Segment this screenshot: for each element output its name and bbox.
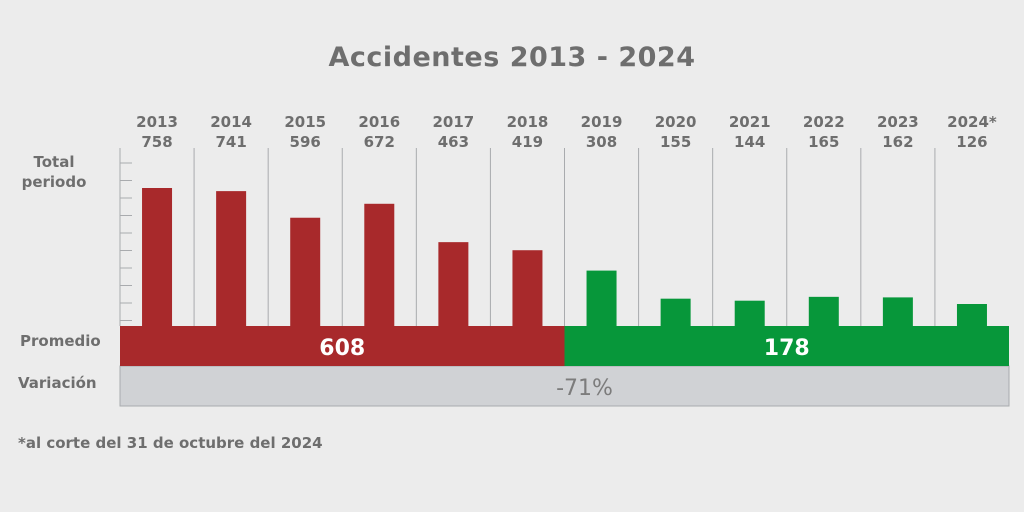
year-label: 2013 [136, 113, 178, 131]
year-label: 2020 [655, 113, 697, 131]
bar-2023 [882, 297, 913, 327]
value-label: 144 [734, 133, 765, 151]
year-label: 2018 [507, 113, 549, 131]
bar-2020 [660, 298, 691, 327]
value-label: 758 [141, 133, 172, 151]
value-label: 308 [586, 133, 617, 151]
bar-2014 [216, 191, 247, 327]
year-label: 2023 [877, 113, 919, 131]
value-label: 672 [364, 133, 395, 151]
chart-title: Accidentes 2013 - 2024 [328, 42, 696, 73]
year-label: 2017 [433, 113, 475, 131]
total-periodo-label: Total periodo [14, 152, 94, 192]
average-label-2013-2018: 608 [319, 336, 365, 361]
average-label-2019-2024: 178 [764, 336, 810, 361]
footnote: *al corte del 31 de octubre del 2024 [18, 434, 323, 452]
value-label: 463 [438, 133, 469, 151]
year-label: 2015 [284, 113, 326, 131]
value-label: 155 [660, 133, 691, 151]
year-label: 2019 [581, 113, 623, 131]
variation-label: -71% [556, 376, 613, 401]
bar-2018 [512, 250, 543, 327]
bar-2013 [142, 188, 173, 327]
year-label: 2021 [729, 113, 771, 131]
variacion-label: Variación [18, 374, 97, 392]
promedio-label: Promedio [20, 332, 101, 350]
value-label: 741 [215, 133, 246, 151]
value-label: 596 [290, 133, 321, 151]
bar-2019 [586, 270, 617, 327]
bar-2021 [734, 300, 765, 327]
year-label: 2016 [358, 113, 400, 131]
year-label: 2024* [947, 113, 997, 131]
average-band-2019-2024 [564, 326, 1009, 366]
bar-2017 [438, 242, 469, 327]
year-label: 2014 [210, 113, 252, 131]
value-label: 162 [882, 133, 913, 151]
year-label: 2022 [803, 113, 845, 131]
value-label: 419 [512, 133, 543, 151]
bar-2022 [808, 296, 839, 327]
bar-2024 [956, 304, 987, 327]
average-band-2013-2018 [120, 326, 565, 366]
total-label-line1: Total [33, 153, 75, 171]
bar-2016 [364, 203, 395, 327]
bar-2015 [290, 217, 321, 327]
value-label: 165 [808, 133, 839, 151]
value-label: 126 [956, 133, 987, 151]
total-label-line2: periodo [21, 173, 87, 191]
